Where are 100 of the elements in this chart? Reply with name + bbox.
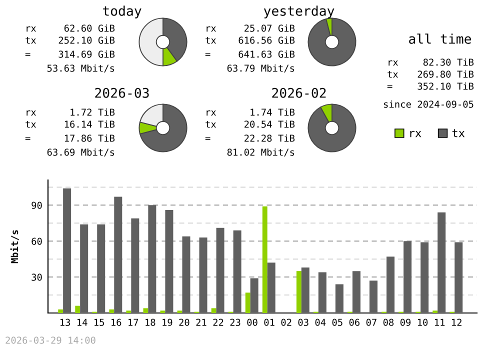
bar: [262, 206, 268, 313]
text: 616.56 GiB: [238, 36, 295, 44]
bar: [386, 256, 395, 313]
text: since 2024-09-05: [384, 100, 474, 108]
text: =: [205, 137, 210, 140]
text: rx: [26, 110, 36, 116]
x-tick-label: 08: [383, 318, 394, 326]
text: rx: [388, 60, 398, 66]
bar: [420, 242, 429, 313]
bar: [199, 238, 208, 313]
x-tick-label: 07: [366, 318, 376, 326]
bar: [80, 224, 88, 313]
bar: [233, 230, 242, 313]
bar: [404, 241, 412, 313]
x-tick-label: 11: [434, 318, 445, 326]
text: 2026-03-29 14:00: [6, 336, 96, 344]
bar: [245, 292, 250, 313]
y-tick-label: 90: [32, 202, 42, 209]
text: tx: [26, 121, 36, 128]
chart-title: 2026-03: [95, 88, 149, 98]
legend-label: tx: [452, 129, 465, 138]
text: all time: [409, 34, 471, 44]
text: 63.69 Mbit/s: [47, 148, 114, 157]
x-tick-label: 20: [179, 318, 190, 326]
x-tick-label: 12: [452, 318, 462, 326]
text: 25.07 GiB: [244, 24, 295, 32]
text: 16.14 TiB: [64, 120, 115, 128]
x-tick-label: 02: [281, 318, 292, 326]
bar: [182, 236, 190, 313]
chart-title: yesterday: [264, 6, 334, 18]
text: 1.72 TiB: [70, 108, 115, 116]
text: rx: [26, 26, 36, 32]
x-tick-label: 14: [77, 318, 88, 326]
bar: [335, 284, 344, 313]
bar: [58, 309, 64, 313]
text: =: [25, 53, 30, 56]
text: tx: [206, 37, 216, 44]
x-tick-label: 01: [264, 318, 274, 326]
donut-slice: [308, 18, 356, 66]
bar: [438, 212, 446, 313]
y-tick-label: 30: [32, 274, 42, 281]
text: 62.60 GiB: [64, 24, 115, 32]
text: 82.30 TiB: [423, 58, 474, 66]
x-tick-label: 13: [60, 318, 70, 326]
x-tick-label: 16: [112, 318, 122, 326]
text: rx: [206, 26, 216, 32]
x-tick-label: 09: [400, 318, 411, 326]
y-tick-label: 60: [32, 238, 42, 245]
x-tick-label: 04: [315, 318, 326, 326]
text: tx: [206, 121, 216, 128]
bar: [165, 210, 174, 313]
bar: [301, 267, 310, 313]
text: tx: [388, 71, 398, 78]
text: 269.80 TiB: [418, 70, 474, 78]
text: 352.10 TiB: [418, 82, 474, 90]
donut-slice: [308, 104, 356, 152]
x-tick-label: 00: [247, 318, 258, 326]
bar: [131, 218, 140, 313]
legend-label: rx: [410, 130, 422, 138]
text: =: [205, 53, 210, 56]
bar: [97, 224, 106, 313]
bar: [369, 280, 378, 313]
chart-title: today: [102, 6, 142, 18]
bar: [454, 242, 463, 313]
bar: [296, 271, 302, 313]
x-tick-label: 06: [349, 318, 360, 326]
x-tick-label: 15: [94, 318, 104, 326]
x-tick-label: 22: [213, 318, 224, 326]
bar: [143, 308, 148, 313]
bar: [250, 278, 258, 313]
text: 17.86 TiB: [64, 134, 115, 142]
x-tick-label: 18: [146, 318, 156, 326]
text: rx: [206, 110, 216, 116]
x-tick-label: 03: [298, 318, 308, 326]
bar: [63, 188, 72, 313]
text: 252.10 GiB: [58, 36, 115, 44]
y-axis-title: Mbit/s: [10, 230, 19, 264]
text: 641.63 GiB: [238, 50, 295, 58]
x-tick-label: 10: [418, 318, 428, 326]
bar: [352, 271, 360, 313]
bar: [318, 272, 326, 313]
text: 53.63 Mbit/s: [47, 64, 114, 73]
bar: [216, 228, 224, 313]
text: 63.79 Mbit/s: [227, 64, 294, 73]
x-tick-label: 17: [128, 318, 138, 326]
bar: [114, 196, 122, 313]
text: 22.28 TiB: [244, 134, 295, 142]
donut-slice: [139, 104, 188, 152]
bar: [109, 309, 114, 313]
bar: [211, 308, 216, 313]
text: 81.02 Mbit/s: [227, 148, 294, 157]
x-tick-label: 23: [230, 318, 240, 326]
text: =: [387, 85, 392, 88]
text: =: [25, 137, 30, 140]
x-tick-label: 21: [196, 318, 206, 326]
x-tick-label: 05: [332, 318, 342, 326]
text: 314.69 GiB: [58, 50, 115, 58]
text: 20.54 TiB: [244, 120, 295, 128]
bar: [148, 205, 156, 313]
text: tx: [26, 37, 36, 44]
